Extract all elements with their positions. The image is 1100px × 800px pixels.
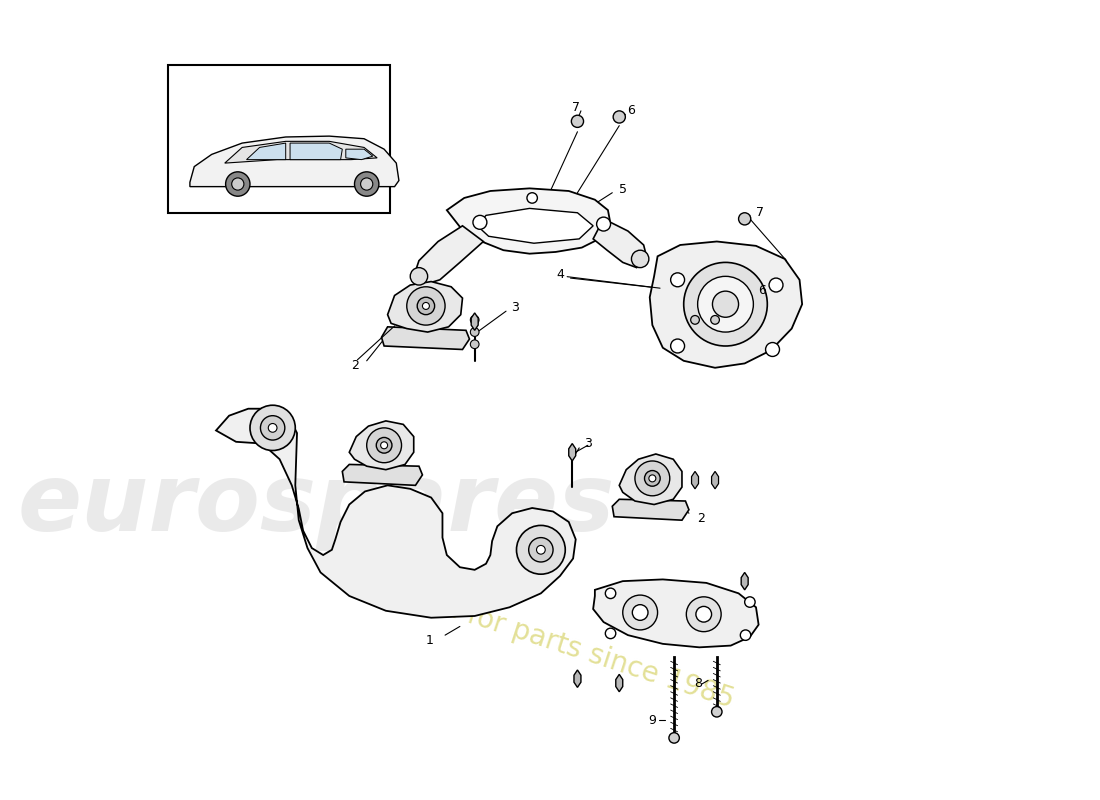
Circle shape [226,172,250,196]
Circle shape [250,406,295,450]
Circle shape [691,315,700,324]
Polygon shape [613,499,689,520]
Text: 1: 1 [426,634,433,647]
Text: 7: 7 [757,206,764,219]
Polygon shape [741,573,748,590]
Text: 4: 4 [557,268,564,281]
Polygon shape [382,327,470,350]
Circle shape [407,286,446,325]
Circle shape [571,115,584,127]
Circle shape [713,291,738,318]
Polygon shape [414,226,483,285]
Circle shape [696,606,712,622]
Circle shape [669,733,680,743]
Polygon shape [246,143,286,160]
Text: 8: 8 [694,678,702,690]
Polygon shape [616,674,623,692]
Text: 3: 3 [584,437,592,450]
Circle shape [529,538,553,562]
Circle shape [684,262,768,346]
Polygon shape [692,471,698,489]
Circle shape [361,178,373,190]
Circle shape [422,302,429,310]
Circle shape [712,706,722,717]
Circle shape [740,630,751,640]
Text: 2: 2 [697,512,705,525]
Circle shape [381,442,387,449]
Text: 5: 5 [618,182,627,196]
Polygon shape [290,143,342,160]
Circle shape [632,605,648,620]
Circle shape [410,268,428,285]
Circle shape [527,193,538,203]
Polygon shape [342,465,422,486]
Text: 6: 6 [627,104,636,118]
Polygon shape [593,219,647,268]
Circle shape [417,298,434,314]
Circle shape [613,111,626,123]
Text: 3: 3 [510,301,519,314]
Circle shape [471,340,478,349]
Circle shape [671,339,684,353]
Text: 6: 6 [758,284,766,297]
Circle shape [354,172,378,196]
Polygon shape [712,471,718,489]
Circle shape [769,278,783,292]
Bar [168,65,390,213]
Text: 7: 7 [572,101,580,114]
Polygon shape [216,409,575,618]
Circle shape [473,215,487,230]
Circle shape [623,595,658,630]
Polygon shape [650,242,802,368]
Circle shape [766,342,780,357]
Text: 9: 9 [648,714,657,727]
Circle shape [649,475,656,482]
Circle shape [268,423,277,432]
Text: a passion for parts since 1985: a passion for parts since 1985 [330,557,738,714]
Circle shape [697,276,754,332]
Circle shape [471,328,478,337]
Polygon shape [345,149,373,160]
Text: 2: 2 [351,358,360,372]
Circle shape [645,470,660,486]
Circle shape [376,438,392,453]
Polygon shape [574,670,581,687]
Circle shape [745,597,755,607]
Polygon shape [569,443,575,461]
Polygon shape [447,188,610,254]
Polygon shape [619,454,682,505]
Circle shape [631,250,649,268]
Circle shape [261,416,285,440]
Circle shape [738,213,751,225]
Polygon shape [190,136,399,186]
Circle shape [537,546,546,554]
Polygon shape [224,142,377,163]
Polygon shape [350,421,414,470]
Circle shape [517,526,565,574]
Circle shape [671,273,684,286]
Polygon shape [477,208,593,243]
Circle shape [635,461,670,496]
Circle shape [366,428,402,462]
Circle shape [232,178,244,190]
Polygon shape [471,313,478,330]
Circle shape [605,588,616,598]
Circle shape [596,217,611,231]
Circle shape [471,315,478,324]
Circle shape [605,628,616,638]
Text: eurospares: eurospares [18,458,615,550]
Polygon shape [387,282,462,332]
Circle shape [711,315,719,324]
Circle shape [686,597,722,632]
Polygon shape [593,579,759,647]
